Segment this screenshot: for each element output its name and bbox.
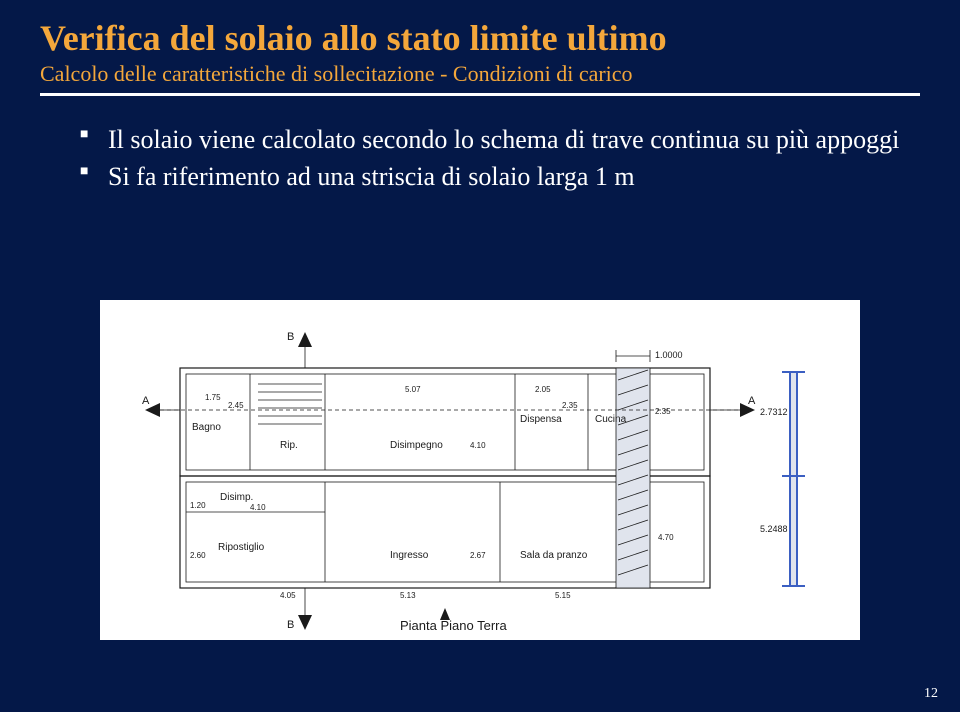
- slide-title: Verifica del solaio allo stato limite ul…: [40, 18, 920, 59]
- room-dim: 2.05: [535, 385, 551, 394]
- room-label: Dispensa: [520, 414, 562, 425]
- strip-width-dim: 1.0000: [616, 350, 683, 362]
- room-dim: 5.15: [555, 591, 571, 600]
- section-a-right: A: [710, 395, 756, 417]
- room-dim: 2.35: [655, 407, 671, 416]
- room-dim: 2.60: [190, 551, 206, 560]
- svg-text:1.0000: 1.0000: [655, 350, 683, 360]
- dim-right-2: 5.2488: [760, 524, 788, 534]
- room-dim: 1.75: [205, 393, 221, 402]
- room-dim: 4.70: [658, 533, 674, 542]
- title-underline: [40, 93, 920, 96]
- room-dim: 5.13: [400, 591, 416, 600]
- room-dim: 4.10: [470, 441, 486, 450]
- svg-text:A: A: [748, 395, 756, 407]
- floorplan-figure: A A B B: [100, 300, 860, 640]
- solaio-strip: [616, 368, 650, 588]
- floorplan-svg: A A B B: [100, 300, 860, 640]
- dim-right-1: 2.7312: [760, 407, 788, 417]
- bullet-list: Il solaio viene calcolato secondo lo sch…: [80, 122, 920, 194]
- room-label: Rip.: [280, 440, 298, 451]
- floorplan-caption: Pianta Piano Terra: [400, 618, 507, 633]
- room-label: Ingresso: [390, 550, 429, 561]
- room-dim: 5.07: [405, 385, 421, 394]
- room-label: Bagno: [192, 422, 221, 433]
- bullet-item: Si fa riferimento ad una striscia di sol…: [80, 159, 920, 194]
- section-a-left: A: [142, 395, 180, 417]
- room-dim: 4.10: [250, 503, 266, 512]
- room-dim: 4.05: [280, 591, 296, 600]
- room-label: Ripostiglio: [218, 542, 265, 553]
- strip-indicator: [790, 372, 797, 586]
- section-b-top: B: [287, 331, 312, 368]
- bullet-item: Il solaio viene calcolato secondo lo sch…: [80, 122, 920, 157]
- room-label: Disimp.: [220, 492, 253, 503]
- svg-text:B: B: [287, 331, 294, 343]
- room-dim: 2.35: [562, 401, 578, 410]
- svg-text:A: A: [142, 395, 150, 407]
- stairs: [258, 384, 322, 424]
- page-number: 12: [924, 686, 938, 702]
- room-dim: 2.67: [470, 551, 486, 560]
- room-label: Disimpegno: [390, 440, 443, 451]
- slide: Verifica del solaio allo stato limite ul…: [0, 0, 960, 712]
- room-label: Cucina: [595, 414, 627, 425]
- room-label: Sala da pranzo: [520, 550, 588, 561]
- svg-text:B: B: [287, 619, 294, 631]
- room-dim: 1.20: [190, 501, 206, 510]
- slide-subtitle: Calcolo delle caratteristiche di solleci…: [40, 61, 920, 87]
- room-dim: 2.45: [228, 401, 244, 410]
